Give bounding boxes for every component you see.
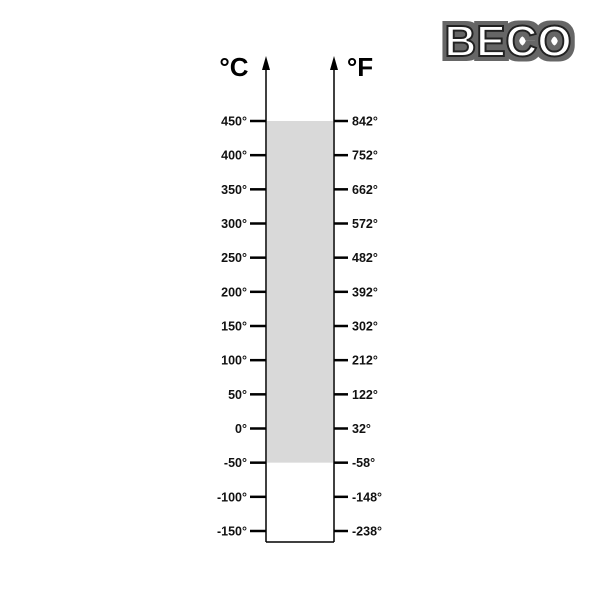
fahrenheit-tick-label: 662° (352, 183, 378, 197)
celsius-tick-label: 250° (221, 251, 247, 265)
fahrenheit-tick-label: -238° (352, 525, 382, 539)
celsius-tick-label: 150° (221, 320, 247, 334)
arrow-up-icon (330, 56, 338, 70)
celsius-tick-label: 50° (228, 388, 247, 402)
celsius-tick-label: 300° (221, 217, 247, 231)
fahrenheit-tick-label: 122° (352, 388, 378, 402)
fahrenheit-tick-label: 392° (352, 285, 378, 299)
celsius-tick-label: -150° (217, 525, 247, 539)
celsius-tick-label: -50° (224, 456, 247, 470)
celsius-tick-label: -100° (217, 490, 247, 504)
fahrenheit-tick-label: 752° (352, 149, 378, 163)
beco-logo: BECO (444, 17, 571, 66)
celsius-unit-label: °C (219, 52, 248, 82)
celsius-tick-label: 350° (221, 183, 247, 197)
temperature-range-fill (267, 121, 333, 463)
fahrenheit-tick-label: 572° (352, 217, 378, 231)
celsius-tick-label: 200° (221, 285, 247, 299)
celsius-tick-label: 100° (221, 354, 247, 368)
fahrenheit-tick-label: 302° (352, 320, 378, 334)
fahrenheit-tick-label: -148° (352, 490, 382, 504)
celsius-tick-label: 400° (221, 149, 247, 163)
fahrenheit-tick-label: 212° (352, 354, 378, 368)
fahrenheit-tick-label: 32° (352, 422, 371, 436)
fahrenheit-tick-label: -58° (352, 456, 375, 470)
arrow-up-icon (262, 56, 270, 70)
fahrenheit-unit-label: °F (347, 52, 373, 82)
fahrenheit-tick-label: 482° (352, 251, 378, 265)
celsius-tick-label: 450° (221, 115, 247, 129)
fahrenheit-tick-label: 842° (352, 115, 378, 129)
celsius-tick-label: 0° (235, 422, 247, 436)
